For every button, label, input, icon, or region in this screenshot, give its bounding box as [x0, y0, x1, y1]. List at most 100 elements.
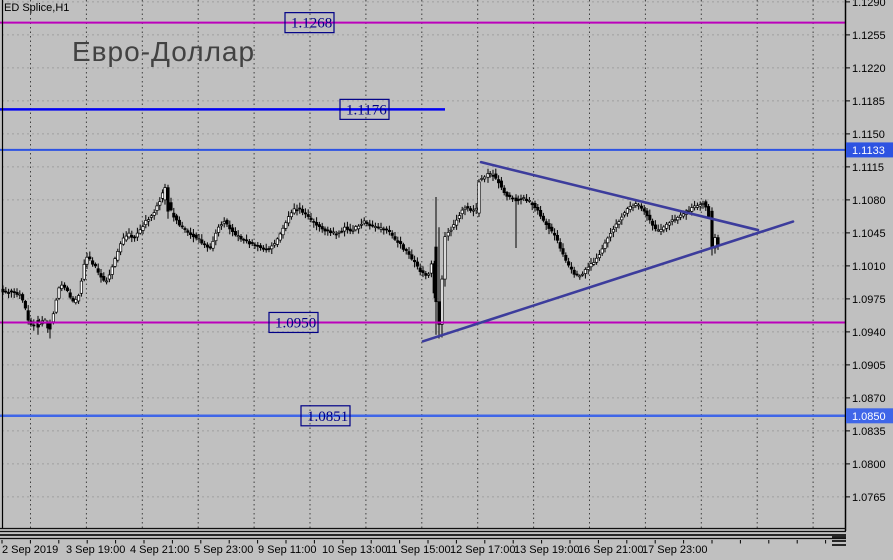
candle-body [471, 209, 475, 212]
trendline[interactable] [421, 220, 795, 343]
line-price-label-box[interactable] [300, 405, 351, 427]
candle-body [679, 214, 683, 218]
candle-body [323, 228, 327, 232]
candle-body [371, 224, 375, 227]
candle-body [12, 291, 16, 294]
candle-body [373, 226, 377, 228]
candle-body [200, 239, 204, 244]
candle-body [334, 233, 338, 236]
candle-body [639, 205, 643, 209]
line-price-label-box[interactable] [284, 12, 335, 34]
candle-body [135, 232, 139, 238]
candle-body [693, 205, 697, 209]
candle-body [107, 274, 111, 280]
candle-body [57, 287, 61, 299]
candle-body [239, 236, 243, 240]
candle-body [15, 292, 19, 295]
time-axis[interactable] [0, 540, 845, 560]
price-axis-label: 1.1115 [852, 162, 884, 174]
candle-body [345, 226, 349, 230]
candle-body [289, 212, 293, 218]
candle-body [653, 224, 657, 230]
line-price-label-box[interactable] [268, 311, 319, 334]
candle-body [477, 181, 481, 214]
candle-body [578, 275, 582, 278]
line-price-label-box[interactable] [339, 98, 390, 120]
candle-body [424, 273, 428, 276]
candle-body [710, 210, 714, 249]
candle-body [343, 226, 347, 232]
candle-body [287, 216, 291, 224]
candle-body [707, 206, 711, 217]
candle-body [665, 223, 669, 229]
candle-body [278, 233, 282, 241]
line-price-label: 1.1176 [346, 102, 387, 118]
candle-body [60, 284, 64, 289]
candle-body [516, 199, 520, 201]
candle-body [211, 241, 215, 249]
candle-body [589, 263, 593, 268]
price-axis-label: 1.1290 [852, 0, 886, 9]
candle-body [48, 323, 52, 330]
candle-body [284, 222, 288, 229]
candle-body [96, 268, 100, 273]
candle-body [606, 237, 610, 244]
candle-body [359, 223, 363, 226]
candle-body [99, 273, 103, 278]
candle-body [247, 241, 251, 245]
candle-body [74, 299, 78, 304]
candle-body [637, 204, 641, 207]
candle-body [362, 220, 366, 224]
candle-body [553, 232, 557, 236]
candle-body [315, 222, 319, 226]
candle-body [427, 273, 431, 276]
candle-body [396, 240, 400, 243]
candle-body [497, 179, 501, 184]
trendline[interactable] [479, 160, 760, 232]
candle-body [348, 228, 352, 232]
candle-body [533, 202, 537, 208]
candle-body [415, 261, 419, 267]
candle-body [600, 248, 604, 254]
candle-body [457, 215, 461, 219]
candle-body [466, 206, 470, 209]
candle-body [77, 295, 81, 302]
candle-body [259, 245, 263, 249]
price-axis-label: 1.1255 [852, 30, 886, 42]
candle-body [138, 229, 142, 234]
candle-body [205, 244, 209, 248]
candle-body [169, 202, 173, 211]
candle-body [399, 241, 403, 245]
candle-body [337, 231, 341, 234]
candle-body [469, 208, 473, 211]
candle-body [93, 263, 97, 267]
price-axis[interactable] [845, 0, 893, 560]
candle-body [455, 219, 459, 226]
candle-body [245, 239, 249, 242]
candle-body [385, 228, 389, 231]
candle-body [611, 228, 615, 233]
candle-body [326, 229, 330, 232]
candle-body [443, 236, 447, 280]
candle-body [253, 244, 257, 247]
candle-body [102, 276, 106, 281]
candle-body [387, 229, 391, 233]
candle-body [502, 187, 506, 193]
candle-body [440, 278, 444, 325]
candle-body [166, 187, 170, 212]
price-axis-label: 1.0800 [852, 459, 886, 471]
candle-body [544, 221, 548, 226]
candle-body [645, 210, 649, 217]
candle-body [208, 246, 212, 249]
candle-body [219, 224, 223, 227]
candle-body [603, 242, 607, 249]
candle-body [483, 176, 487, 180]
candle-body [595, 257, 599, 263]
candle-body [161, 192, 165, 199]
time-axis-label: 17 Sep 23:00 [642, 544, 707, 556]
candle-body [155, 205, 159, 211]
candle-body [119, 243, 123, 253]
price-axis-label: 1.1080 [852, 195, 886, 207]
candle-body [298, 207, 302, 210]
